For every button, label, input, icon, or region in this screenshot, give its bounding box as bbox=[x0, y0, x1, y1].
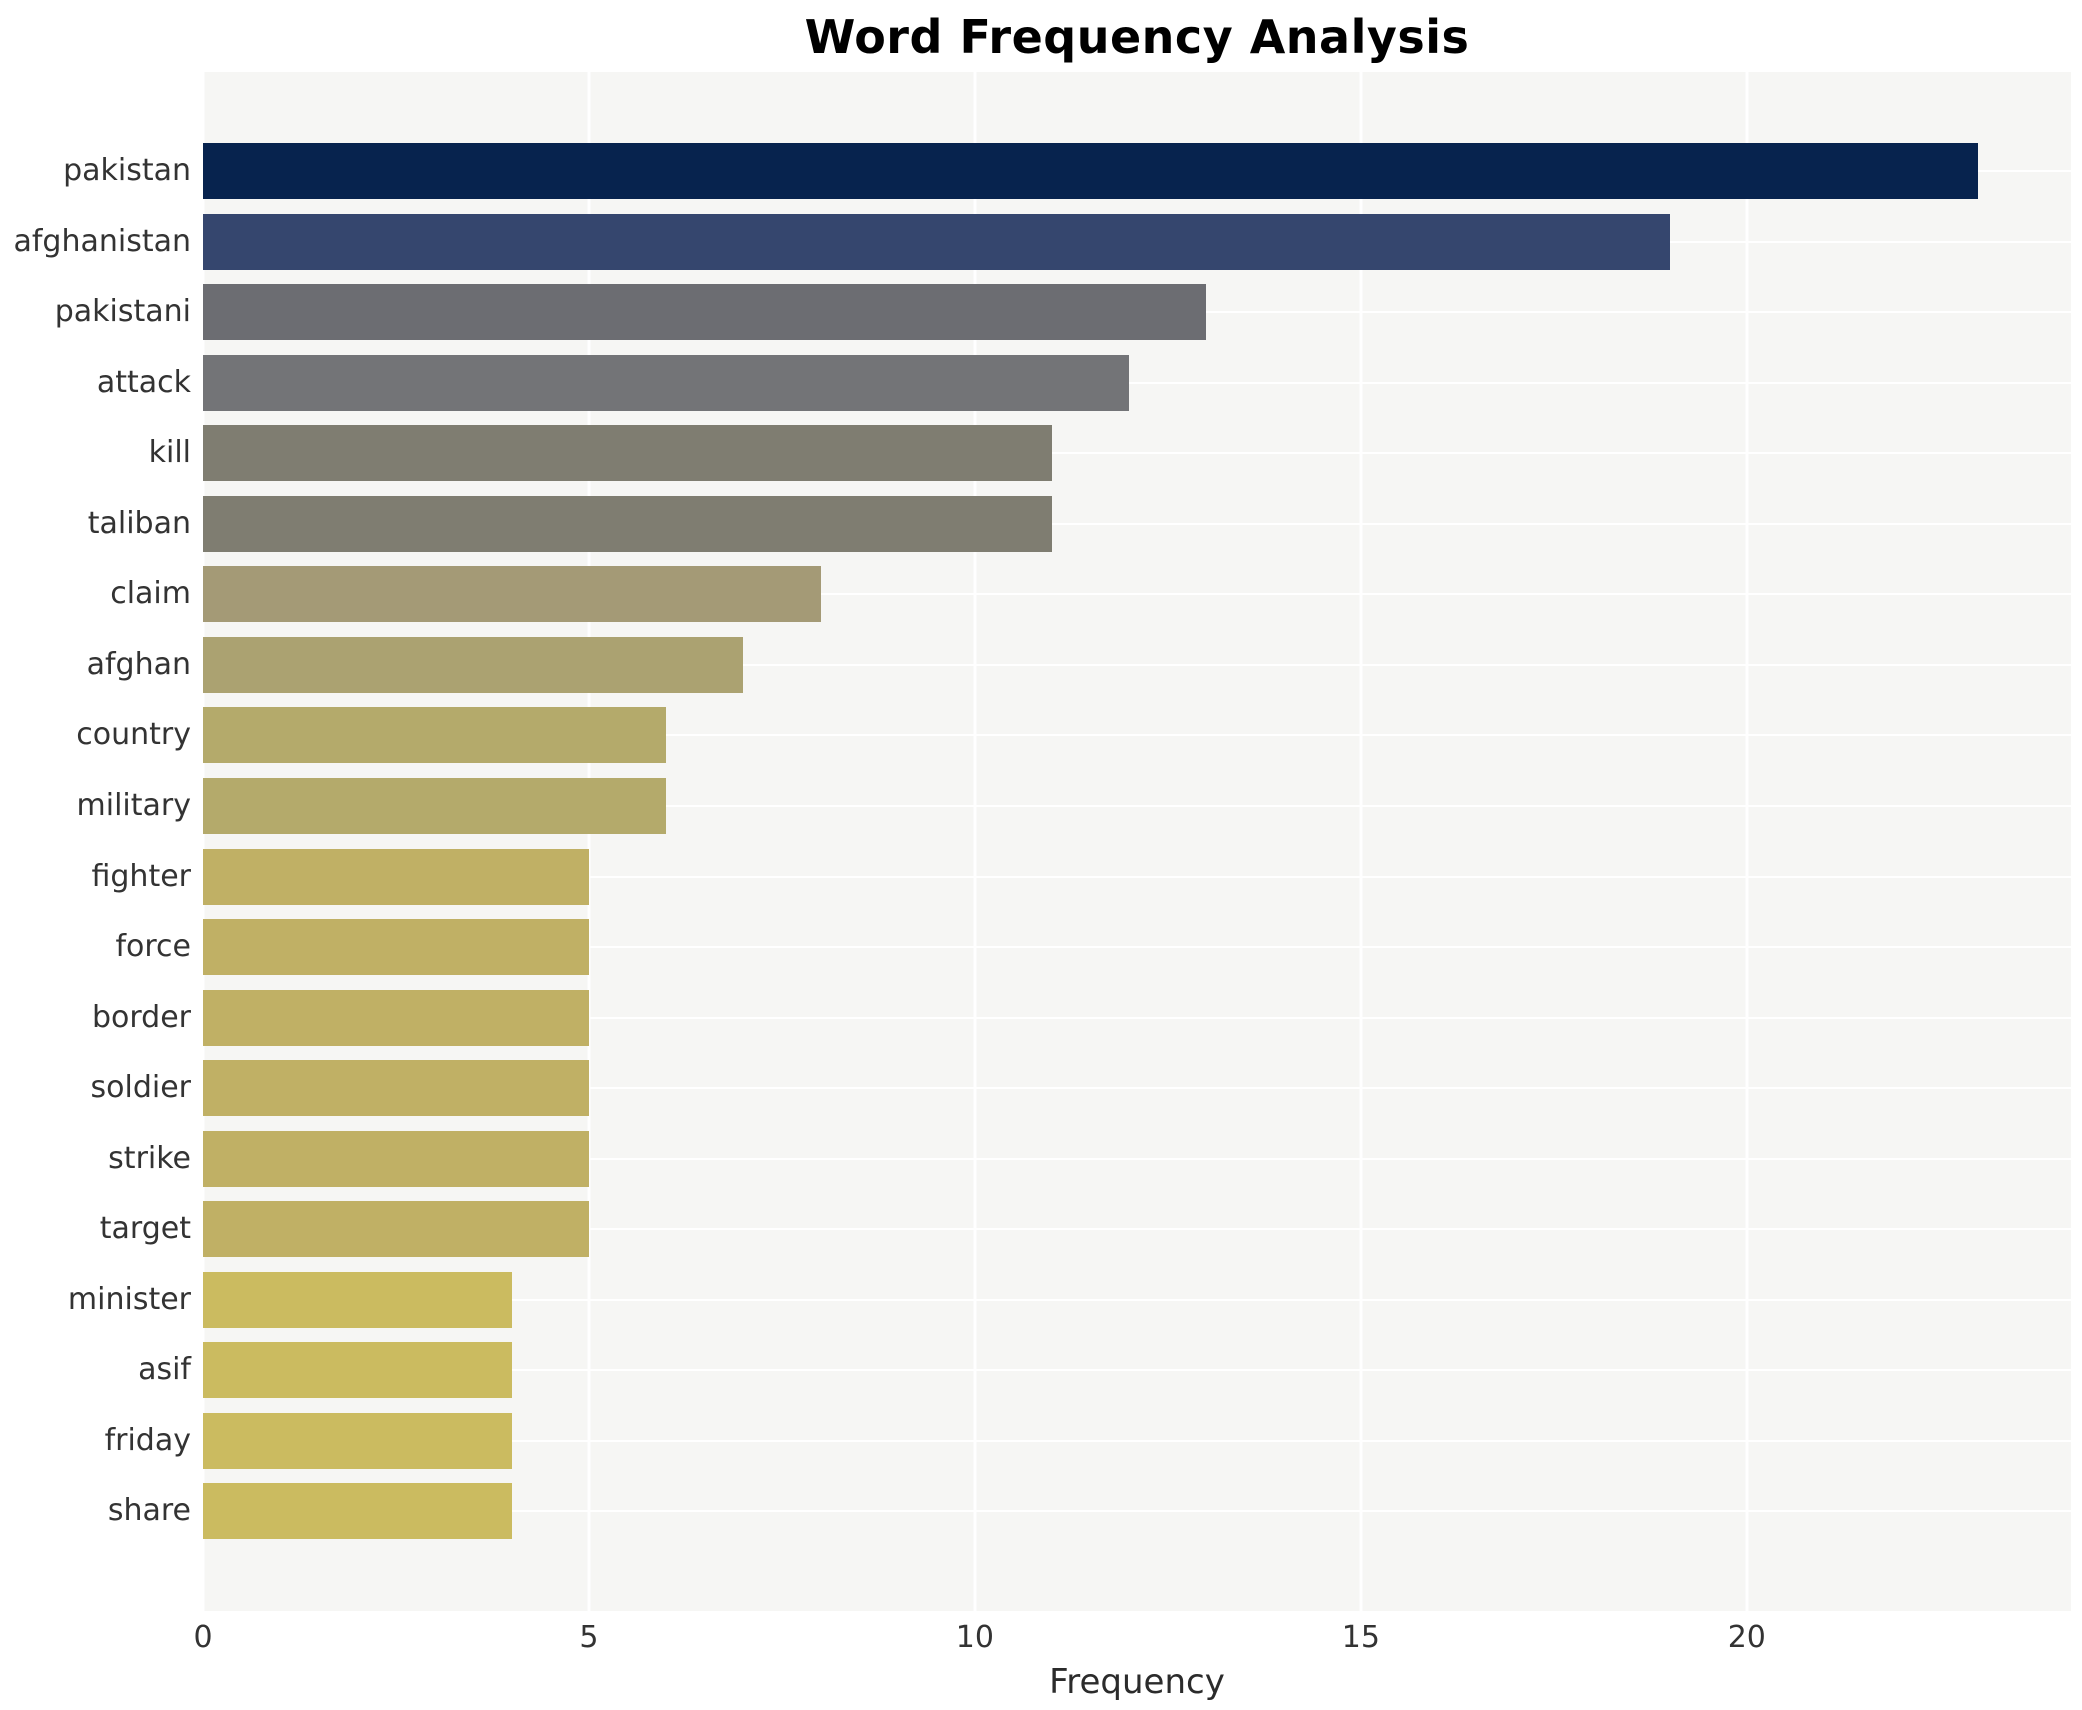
y-gridline bbox=[203, 1510, 2071, 1513]
y-gridline bbox=[203, 1228, 2071, 1231]
bar-border bbox=[203, 989, 589, 1046]
y-tick-label-share: share bbox=[107, 1493, 191, 1529]
bar-force bbox=[203, 919, 589, 976]
bar-minister bbox=[203, 1271, 512, 1328]
y-tick-label-pakistan: pakistan bbox=[63, 153, 191, 188]
x-tick-label-5: 5 bbox=[579, 1620, 599, 1655]
x-gridline bbox=[973, 72, 977, 1611]
y-tick-label-fighter: fighter bbox=[91, 858, 191, 894]
bar-soldier bbox=[203, 1060, 589, 1117]
y-gridline bbox=[203, 663, 2071, 666]
y-gridline bbox=[203, 804, 2071, 807]
y-tick-label-afghanistan: afghanistan bbox=[13, 223, 191, 259]
x-tick-label-20: 20 bbox=[1727, 1620, 1766, 1655]
y-gridline bbox=[203, 452, 2071, 455]
x-tick-label-0: 0 bbox=[193, 1620, 213, 1655]
y-tick-label-target: target bbox=[99, 1211, 191, 1247]
y-tick-label-friday: friday bbox=[104, 1422, 191, 1458]
bar-fighter bbox=[203, 848, 589, 905]
x-tick-label-10: 10 bbox=[955, 1620, 994, 1655]
bar-pakistan bbox=[203, 143, 1979, 199]
y-gridline bbox=[203, 1439, 2071, 1442]
bar-pakistani bbox=[203, 284, 1207, 341]
x-gridline bbox=[1359, 72, 1363, 1611]
bar-claim bbox=[203, 566, 821, 623]
y-tick-label-asif: asif bbox=[138, 1352, 191, 1388]
y-tick-label-pakistani: pakistani bbox=[54, 294, 191, 330]
chart-title: Word Frequency Analysis bbox=[804, 10, 1470, 64]
y-gridline bbox=[203, 1298, 2071, 1301]
y-gridline bbox=[203, 875, 2071, 878]
y-tick-label-military: military bbox=[76, 787, 191, 823]
y-gridline bbox=[203, 593, 2071, 596]
bar-kill bbox=[203, 425, 1053, 482]
y-gridline bbox=[203, 1369, 2071, 1372]
bar-target bbox=[203, 1201, 589, 1258]
plot-area bbox=[201, 72, 2071, 1611]
y-gridline bbox=[203, 734, 2071, 737]
bar-attack bbox=[203, 354, 1130, 411]
bar-military bbox=[203, 777, 667, 834]
bar-taliban bbox=[203, 495, 1053, 552]
y-gridline bbox=[203, 1157, 2071, 1160]
y-gridline bbox=[203, 381, 2071, 384]
y-tick-label-afghan: afghan bbox=[86, 646, 191, 682]
bar-asif bbox=[203, 1342, 512, 1399]
y-tick-label-force: force bbox=[115, 929, 191, 965]
y-tick-label-kill: kill bbox=[148, 435, 191, 471]
y-gridline bbox=[203, 1087, 2071, 1090]
bar-strike bbox=[203, 1130, 589, 1187]
x-tick-label-15: 15 bbox=[1341, 1620, 1380, 1655]
y-tick-label-country: country bbox=[76, 717, 191, 753]
y-gridline bbox=[203, 1016, 2071, 1019]
x-gridline bbox=[587, 72, 591, 1611]
y-tick-label-border: border bbox=[91, 999, 191, 1035]
y-tick-label-soldier: soldier bbox=[90, 1070, 192, 1106]
y-gridline bbox=[203, 946, 2071, 949]
y-tick-label-minister: minister bbox=[67, 1281, 191, 1317]
bar-friday bbox=[203, 1412, 512, 1469]
x-axis-label: Frequency bbox=[1049, 1662, 1225, 1702]
x-gridline bbox=[201, 72, 205, 1611]
bar-country bbox=[203, 707, 667, 764]
bar-share bbox=[203, 1483, 512, 1540]
y-tick-label-taliban: taliban bbox=[87, 505, 191, 541]
bar-afghanistan bbox=[203, 213, 1670, 270]
bar-afghan bbox=[203, 636, 744, 693]
y-tick-label-strike: strike bbox=[108, 1140, 191, 1176]
y-tick-label-claim: claim bbox=[110, 576, 191, 612]
y-tick-label-attack: attack bbox=[96, 364, 191, 400]
x-gridline bbox=[1745, 72, 1749, 1611]
y-gridline bbox=[203, 522, 2071, 525]
